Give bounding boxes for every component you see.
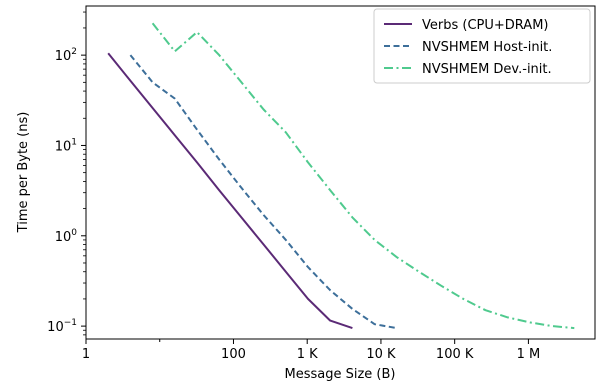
legend-label-3: NVSHMEM Dev.-init.: [422, 62, 552, 77]
y-tick-label-exponent: −1: [64, 318, 77, 328]
legend-label-1: Verbs (CPU+DRAM): [422, 18, 548, 33]
y-tick-label-exponent: 2: [71, 47, 77, 57]
series-line-2: [129, 54, 397, 330]
series-line-3: [151, 22, 575, 330]
y-tick-label: 10−1: [47, 318, 77, 335]
y-tick-label: 101: [55, 137, 77, 154]
y-tick-label-exponent: 1: [71, 137, 77, 147]
legend-label-2: NVSHMEM Host-init.: [422, 40, 552, 55]
plot-frame: [85, 5, 596, 340]
x-tick-label: 1: [82, 347, 90, 362]
series-line-1: [107, 52, 353, 330]
x-tick-label: 1 M: [517, 347, 541, 362]
x-tick-label: 1 K: [297, 347, 318, 362]
y-tick-label-base: 10: [47, 320, 64, 335]
legend-frame: [373, 8, 591, 84]
series-layer: [107, 22, 575, 330]
y-tick-label-base: 10: [55, 230, 72, 245]
x-axis-label: Message Size (B): [285, 367, 396, 382]
y-tick-label-exponent: 0: [71, 228, 77, 238]
y-tick-label-base: 10: [55, 139, 72, 154]
y-tick-label-base: 10: [55, 49, 72, 64]
legend: Verbs (CPU+DRAM) NVSHMEM Host-init. NVSHME…: [373, 8, 591, 84]
x-tick-label: 10 K: [366, 347, 396, 362]
y-tick-label: 102: [55, 47, 77, 64]
y-tick-label: 100: [55, 228, 78, 245]
x-tick-label: 100: [221, 347, 246, 362]
x-tick-label: 100 K: [436, 347, 474, 362]
y-axis-label: Time per Byte (ns): [16, 112, 31, 234]
